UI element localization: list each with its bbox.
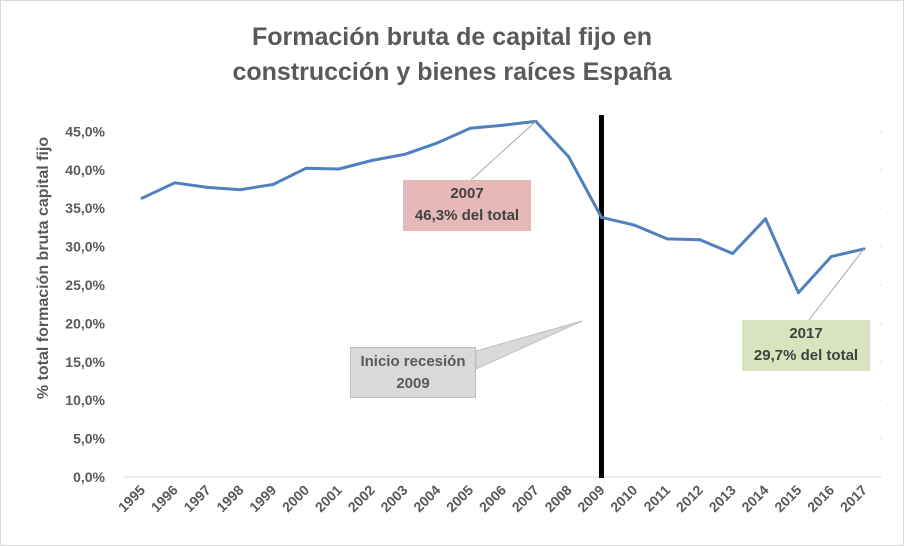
data-point — [665, 237, 669, 241]
x-tick-label: 2012 — [673, 482, 706, 515]
y-tick-label: 30,0% — [65, 239, 105, 255]
annotation-recession-text: Inicio recesión — [360, 353, 466, 370]
x-tick-label: 2017 — [837, 482, 870, 515]
annotation-2017-leader — [808, 248, 865, 321]
data-point — [304, 166, 308, 170]
annotation-2007-value: 46,3% del total — [414, 207, 520, 224]
y-tick-label: 0,0% — [73, 469, 105, 485]
data-point — [731, 251, 735, 255]
data-point — [435, 141, 439, 145]
x-tick-label: 2014 — [738, 482, 771, 515]
data-point — [238, 188, 242, 192]
x-tick-label: 1995 — [115, 482, 148, 515]
x-tick-label: 2002 — [345, 482, 378, 515]
data-point — [468, 126, 472, 130]
x-tick-label: 1998 — [213, 482, 246, 515]
y-tick-label: 15,0% — [65, 354, 105, 370]
data-point — [403, 152, 407, 156]
data-point — [599, 215, 603, 219]
x-tick-label: 2011 — [640, 482, 673, 515]
x-tick-label: 2003 — [377, 482, 410, 515]
y-tick-label: 10,0% — [65, 392, 105, 408]
data-point — [829, 255, 833, 259]
y-tick-label: 40,0% — [65, 162, 105, 178]
data-point — [501, 123, 505, 127]
annotation-2007-year: 2007 — [450, 185, 484, 202]
data-point — [698, 238, 702, 242]
annotation-2017: 2017 29,7% del total — [742, 320, 870, 371]
x-tick-label: 2007 — [509, 482, 542, 515]
x-tick-label: 2016 — [804, 482, 837, 515]
data-point — [337, 167, 341, 171]
x-tick-label: 1999 — [246, 482, 279, 515]
y-tick-label: 45,0% — [65, 123, 105, 139]
annotation-recession-pointer — [475, 320, 583, 370]
data-point — [567, 155, 571, 159]
annotation-recession: Inicio recesión 2009 — [350, 347, 476, 398]
x-tick-label: 1997 — [180, 482, 213, 515]
y-tick-label: 5,0% — [73, 431, 105, 447]
x-tick-label: 2001 — [312, 482, 345, 515]
chart-title-line-2: construcción y bienes raíces España — [232, 58, 672, 86]
x-tick-label: 2004 — [410, 482, 443, 515]
x-tick-label: 2005 — [443, 482, 476, 515]
data-point — [206, 185, 210, 189]
annotation-2007: 2007 46,3% del total — [403, 180, 531, 231]
x-tick-label: 2000 — [279, 482, 312, 515]
x-tick-label: 2010 — [607, 482, 640, 515]
x-tick-label: 2006 — [476, 482, 509, 515]
data-point — [632, 223, 636, 227]
annotation-2017-year: 2017 — [789, 325, 823, 342]
y-tick-label: 20,0% — [65, 315, 105, 331]
x-tick-label: 2013 — [706, 482, 739, 515]
x-tick-label: 1996 — [148, 482, 181, 515]
annotation-2007-leader — [470, 121, 537, 181]
x-tick-label: 2008 — [541, 482, 574, 515]
y-tick-label: 35,0% — [65, 200, 105, 216]
data-point — [796, 291, 800, 295]
data-point — [173, 181, 177, 185]
data-point — [140, 196, 144, 200]
data-point — [764, 217, 768, 221]
y-tick-label: 25,0% — [65, 277, 105, 293]
x-tick-label: 2009 — [574, 482, 607, 515]
data-point — [370, 159, 374, 163]
x-tick-label: 2015 — [771, 482, 804, 515]
annotation-recession-year: 2009 — [396, 375, 430, 392]
chart-title-line-1: Formación bruta de capital fijo en — [251, 23, 653, 51]
data-point — [271, 182, 275, 186]
annotation-2017-value: 29,7% del total — [753, 347, 859, 364]
